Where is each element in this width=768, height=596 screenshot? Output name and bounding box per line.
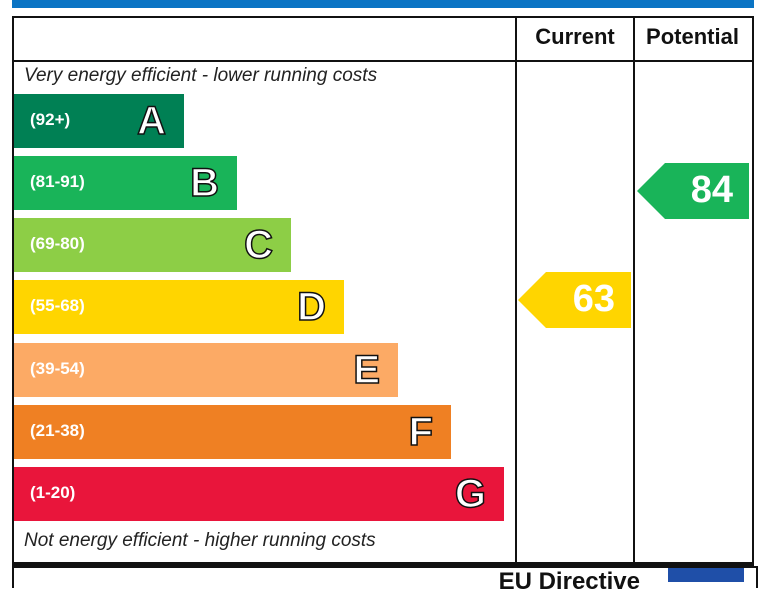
band-range: (1-20) [30,483,76,502]
band-a: (92+) A [14,94,184,148]
band-range: (55-68) [30,296,85,315]
band-f: (21-38) F [14,405,451,459]
header-divider [12,60,754,62]
potential-column-divider [633,16,635,562]
band-range: (21-38) [30,421,85,440]
top-banner [12,0,754,8]
band-range: (81-91) [30,172,85,191]
band-d: (55-68) D [14,280,344,334]
potential-rating-arrow: 84 [637,163,749,219]
potential-rating-value: 84 [690,169,733,211]
potential-header: Potential [646,24,739,49]
band-letter: B [189,160,219,206]
band-letter: E [353,347,381,393]
band-e: (39-54) E [14,343,398,397]
current-column-divider [515,16,517,562]
footer: EU Directive [12,566,758,595]
current-rating-value: 63 [572,278,615,320]
band-letter: F [408,409,434,455]
footer-divider [12,562,754,564]
band-range: (39-54) [30,359,85,378]
band-range: (69-80) [30,234,85,253]
current-arrow-shape [518,272,631,328]
band-letter: A [136,98,166,144]
band-letter: C [243,222,273,268]
band-g: (1-20) G [14,467,504,521]
band-letter: D [296,284,326,330]
band-b: (81-91) B [14,156,237,210]
current-header: Current [535,24,615,49]
bottom-caption: Not energy efficient - higher running co… [24,530,376,551]
band-c: (69-80) C [14,218,291,272]
potential-arrow-shape [637,163,749,219]
band-letter: G [454,471,487,517]
eu-flag-icon [668,568,744,582]
band-range: (92+) [30,110,71,129]
eu-directive-label: EU Directive [498,568,640,595]
epc-chart-frame [12,16,754,566]
current-rating-arrow: 63 [518,272,631,328]
top-caption: Very energy efficient - lower running co… [24,65,378,86]
